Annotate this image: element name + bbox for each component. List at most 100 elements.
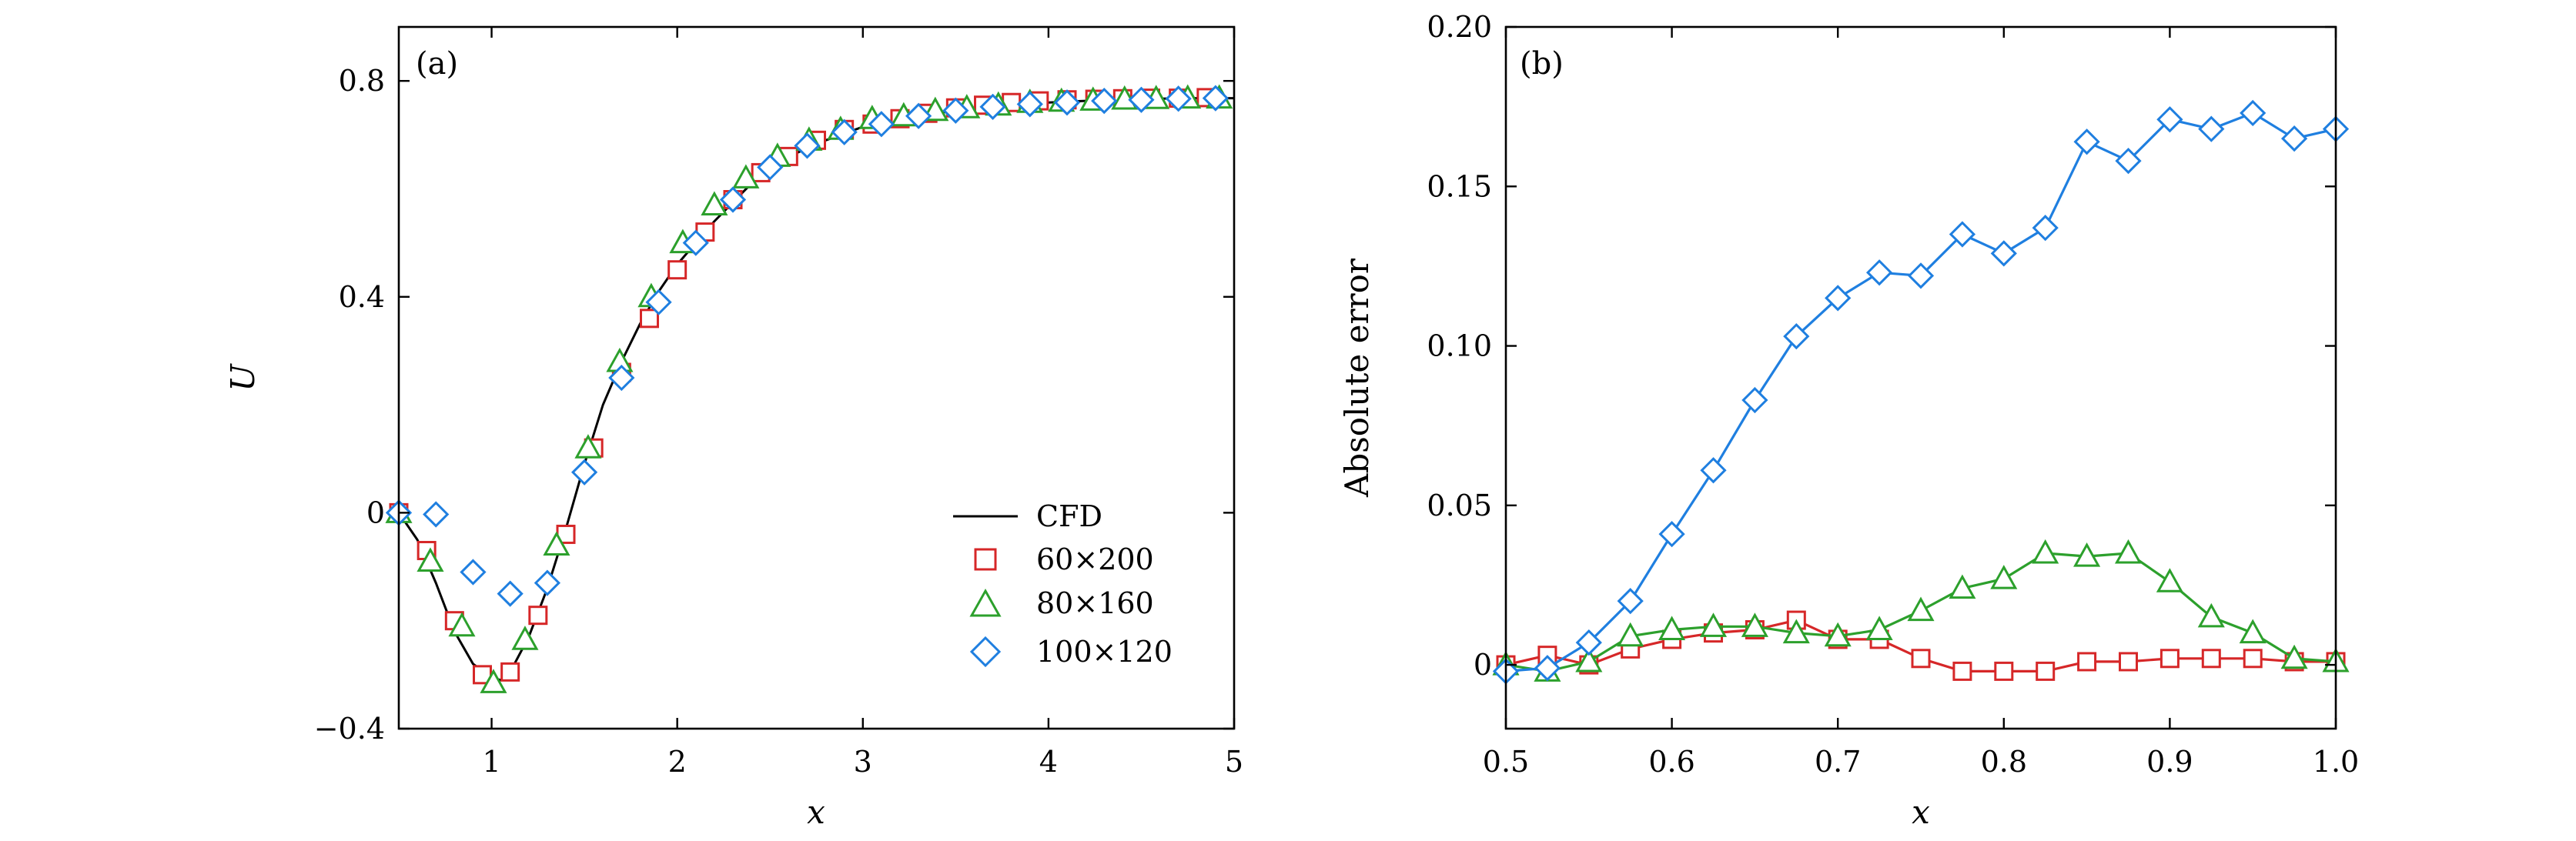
panel-b-xtick-label: 0.6 xyxy=(1648,745,1694,779)
panel-b-series-100x120-point xyxy=(1825,285,1852,312)
panel-a-series-80x160-point xyxy=(574,434,602,459)
panel-b-xlabel: x xyxy=(1912,793,1930,831)
panel-b-series-60x200-point xyxy=(2243,649,2263,669)
legend-cfd-label: CFD xyxy=(1036,499,1102,533)
panel-a-label: (a) xyxy=(416,46,458,82)
panel-a-ytick-label: −0.4 xyxy=(314,712,385,746)
panel-a-series-100x120-point xyxy=(460,559,487,586)
panel-a-series-100x120-point xyxy=(1165,85,1192,112)
panel-b-series-100x120-point xyxy=(1575,629,1602,656)
panel-b-series-100x120-point xyxy=(2280,125,2308,152)
panel-b-ytick-label: 0.05 xyxy=(1427,489,1492,522)
panel-b-series-100x120-point xyxy=(2156,106,2183,133)
panel-b-ytick-label: 0.10 xyxy=(1427,329,1492,363)
panel-a-series-100x120-point xyxy=(534,569,561,596)
legend-item-100x120: 100×120 xyxy=(969,635,1173,669)
panel-a-ytick-label: 0.8 xyxy=(339,64,385,98)
legend-item-cfd: CFD xyxy=(953,499,1102,533)
panel-a-ytick-label: 0.4 xyxy=(339,280,385,314)
panel-b-series-60x200-point xyxy=(2201,649,2221,669)
panel-a-series-100x120-point xyxy=(868,111,895,138)
panel-a-series-60x200-point xyxy=(640,309,659,329)
legend-triangle-marker xyxy=(969,588,1002,617)
panel-b-series-80x160-point xyxy=(1741,612,1768,637)
panel-b-series-100x120-point xyxy=(1949,221,1976,248)
panel-b-series-60x200-point xyxy=(2119,652,2138,672)
panel-b-series-100x120-point xyxy=(1534,655,1561,682)
panel-b-series-80x160-point xyxy=(1824,622,1852,647)
panel-b-axes-frame xyxy=(1504,25,2337,730)
panel-a-series-80x160-point xyxy=(448,612,476,637)
panel-a-xtick-label: 2 xyxy=(668,745,687,779)
panel-a-series-100x120-point xyxy=(1053,89,1081,116)
panel-a-series-80x160-point xyxy=(417,547,444,572)
panel-b-series-100x120 xyxy=(1492,99,2350,685)
panel-a-series-100x120-point xyxy=(979,93,1006,120)
panel-a-series-100x120-point xyxy=(757,154,784,181)
panel-a-ytick-label: 0 xyxy=(366,496,385,529)
panel-a-series-100x120-point xyxy=(645,289,672,315)
panel-a-series-60x200-point xyxy=(500,662,520,682)
panel-a-plot-area xyxy=(385,84,1234,693)
panel-b-ytick-label: 0.20 xyxy=(1427,10,1492,44)
panel-b-series-80x160-point xyxy=(2032,539,2059,564)
panel-b-series-100x120-point xyxy=(2115,147,2142,175)
panel-b-xtick-label: 1.0 xyxy=(2313,745,2359,779)
panel-b-series-80x160-point xyxy=(1658,616,1686,640)
panel-b-series-100x120-point xyxy=(1907,262,1935,289)
panel-b-series-60x200-point xyxy=(2036,661,2056,681)
panel-b-xtick-label: 0.5 xyxy=(1483,745,1529,779)
panel-a-axes-frame xyxy=(397,25,1236,730)
panel-a-series-100x120-point xyxy=(831,118,858,145)
panel-a-series-100x120-point xyxy=(905,102,932,129)
panel-b-series-100x120-point xyxy=(2240,99,2267,127)
panel-b-series-60x200-point xyxy=(1911,649,1931,669)
panel-a-ylabel: U xyxy=(224,363,262,392)
panel-a-series-60x200-point xyxy=(528,606,548,626)
panel-b-plot-area xyxy=(1492,99,2350,685)
panel-b-series-80x160-point xyxy=(2073,542,2101,567)
panel-b-series-80x160-point xyxy=(2197,602,2225,628)
panel-a-series-100x120-point xyxy=(682,229,709,256)
panel-b-series-80x160-point xyxy=(1782,619,1810,644)
panel-a-xtick-label: 1 xyxy=(482,745,500,779)
panel-b-series-80x160-point xyxy=(2156,568,2183,592)
panel-a-series-100x120-point xyxy=(497,580,524,607)
panel-a-series-100x120-point xyxy=(608,364,635,392)
panel-b-ytick-label: 0 xyxy=(1474,648,1492,682)
panel-b-series-80x160-point xyxy=(1699,612,1728,637)
panel-b-series-80x160-point xyxy=(1575,647,1603,672)
panel-b-series-80x160-point xyxy=(1617,622,1644,647)
panel-a-series-100x120-point xyxy=(423,501,450,528)
panel-b-series-80x160-point xyxy=(2114,539,2143,564)
panel-b-series-60x200-point xyxy=(1994,661,2014,681)
panel-a-series-80x160-point xyxy=(732,164,760,189)
panel-a-series-100x120-point xyxy=(794,132,821,159)
panel-b-series-80x160-point xyxy=(2280,644,2308,669)
panel-b-series-80x160-point xyxy=(1907,596,1935,622)
panel-b-series-100x120-point xyxy=(1617,588,1644,615)
panel-b-series-80x160-point xyxy=(2239,619,2267,644)
panel-a-series-layer xyxy=(385,84,1234,693)
panel-b-ylabel: Absolute error xyxy=(1338,258,1376,498)
panel-b-series-80x160-point xyxy=(1990,565,2018,589)
panel-b-series-100x120-point xyxy=(1865,259,1893,286)
panel-a-xtick-label: 4 xyxy=(1039,745,1058,779)
legend-80x160-label: 80×160 xyxy=(1036,586,1154,620)
legend-item-60x200: 60×200 xyxy=(974,542,1154,576)
panel-b-series-100x120-point xyxy=(1658,521,1685,548)
panel-a: 1 2 3 4 5 −0.4 0 0.4 0.8 (a) x U CFD 60×200 80×1… xyxy=(224,25,1243,831)
legend-60x200-label: 60×200 xyxy=(1036,542,1154,576)
panel-a-series-80x160-point xyxy=(480,669,507,693)
panel-b-series-100x120-point xyxy=(2073,128,2100,155)
panel-a-series-100x120-point xyxy=(570,459,598,486)
panel-b-series-100x120-point xyxy=(1990,240,2017,267)
panel-b-xtick-label: 0.7 xyxy=(1815,745,1861,779)
panel-b-series-100x120-point xyxy=(2032,215,2059,242)
panel-a-series-80x160-point xyxy=(701,191,728,216)
panel-a-xtick-label: 5 xyxy=(1225,745,1243,779)
panel-b-xtick-label: 0.8 xyxy=(1981,745,2027,779)
panel-a-series-80x160-point xyxy=(543,531,570,556)
panel-b-series-100x120-point xyxy=(1783,322,1810,350)
